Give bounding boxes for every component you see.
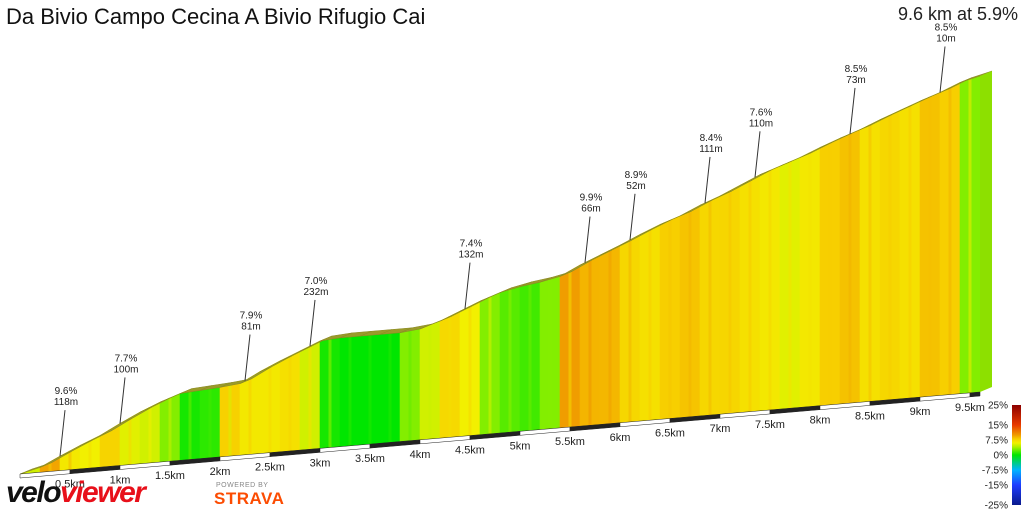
segment-length-label: 73m xyxy=(846,75,865,86)
segment-grade-label: 8.4% xyxy=(700,133,723,144)
x-tick-label: 3.5km xyxy=(355,453,385,465)
legend-label: -15% xyxy=(985,481,1008,492)
legend-color-bar xyxy=(1012,405,1021,505)
segment-leader-line xyxy=(704,156,711,203)
climb-summary: 9.6 km at 5.9% xyxy=(897,4,1018,24)
x-tick-label: 2km xyxy=(210,466,231,478)
segment-length-label: 81m xyxy=(241,322,260,333)
x-tick-label: 2.5km xyxy=(255,462,285,474)
segment-leader-line xyxy=(584,216,591,263)
segment-length-label: 66m xyxy=(581,204,600,215)
x-tick-label: 7.5km xyxy=(755,419,785,431)
legend-label: -25% xyxy=(985,501,1008,512)
x-tick-label: 1km xyxy=(110,474,131,486)
x-tick-label: 3km xyxy=(310,457,331,469)
distance-axis: 0.5km 1km 1.5km 2km 2.5km 3km 3.5km 4km 4.5km 5km… xyxy=(19,391,985,491)
segment-length-label: 100m xyxy=(113,364,138,375)
x-tick-label: 8.5km xyxy=(855,410,885,422)
segment-grade-label: 7.9% xyxy=(240,311,263,322)
profile-fill xyxy=(19,75,981,475)
chart-title: Da Bivio Campo Cecina A Bivio Rifugio Ca… xyxy=(6,4,426,29)
segment-length-label: 132m xyxy=(458,250,483,261)
powered-by-label: POWERED BY xyxy=(216,482,269,489)
segment-grade-label: 8.5% xyxy=(935,22,958,33)
legend-label: 7.5% xyxy=(985,436,1008,447)
x-tick-label: 5km xyxy=(510,440,531,452)
profile-end-face xyxy=(980,71,992,392)
x-tick-label: 8km xyxy=(810,415,831,427)
legend-label: 0% xyxy=(994,451,1009,462)
legend-label: -7.5% xyxy=(982,466,1008,477)
segment-grade-label: 9.9% xyxy=(580,193,603,204)
x-tick-label: 0.5km xyxy=(55,479,85,491)
segment-annotations: 9.6%118m 7.7%100m 7.9%81m 7.0%232m 7.4%132m 9… xyxy=(54,22,958,457)
segment-leader-line xyxy=(309,299,316,347)
segment-grade-label: 8.9% xyxy=(625,170,648,181)
x-tick-label: 4.5km xyxy=(455,445,485,457)
segment-grade-label: 7.7% xyxy=(115,353,138,364)
x-tick-label: 5.5km xyxy=(555,436,585,448)
strava-logo[interactable]: STRAVA xyxy=(214,489,285,508)
segment-length-label: 10m xyxy=(936,33,955,44)
axis-band-segment xyxy=(969,391,981,398)
segment-leader-line xyxy=(244,334,251,381)
x-tick-label: 7km xyxy=(710,423,731,435)
segment-grade-label: 8.5% xyxy=(845,64,868,75)
legend-label: 15% xyxy=(988,421,1008,432)
x-tick-label: 6km xyxy=(610,432,631,444)
segment-length-label: 52m xyxy=(626,181,645,192)
legend-label: 25% xyxy=(988,401,1008,412)
segment-grade-label: 7.0% xyxy=(305,276,328,287)
segment-grade-label: 9.6% xyxy=(55,386,78,397)
profile-3d-side xyxy=(19,70,993,475)
segment-leader-line xyxy=(754,131,761,178)
segment-grade-label: 7.6% xyxy=(750,107,773,118)
segment-leader-line xyxy=(849,87,856,134)
segment-length-label: 118m xyxy=(54,397,78,408)
x-tick-label: 9.5km xyxy=(955,402,985,414)
x-tick-label: 9km xyxy=(910,406,931,418)
x-tick-label: 1.5km xyxy=(155,470,185,482)
gradient-legend: 25% 15% 7.5% 0% -7.5% -15% -25% xyxy=(982,401,1021,512)
segment-leader-line xyxy=(629,193,636,240)
x-tick-label: 6.5km xyxy=(655,427,685,439)
segment-grade-label: 7.4% xyxy=(460,239,483,250)
veloviewer-logo[interactable]: veloviewer xyxy=(6,476,146,509)
segment-leader-line xyxy=(939,46,946,93)
segment-length-label: 111m xyxy=(699,144,723,155)
segment-leader-line xyxy=(119,377,126,424)
x-tick-label: 4km xyxy=(410,449,431,461)
segment-leader-line xyxy=(59,410,66,457)
segment-length-label: 232m xyxy=(303,287,328,298)
segment-length-label: 110m xyxy=(749,118,773,129)
segment-leader-line xyxy=(464,262,471,309)
